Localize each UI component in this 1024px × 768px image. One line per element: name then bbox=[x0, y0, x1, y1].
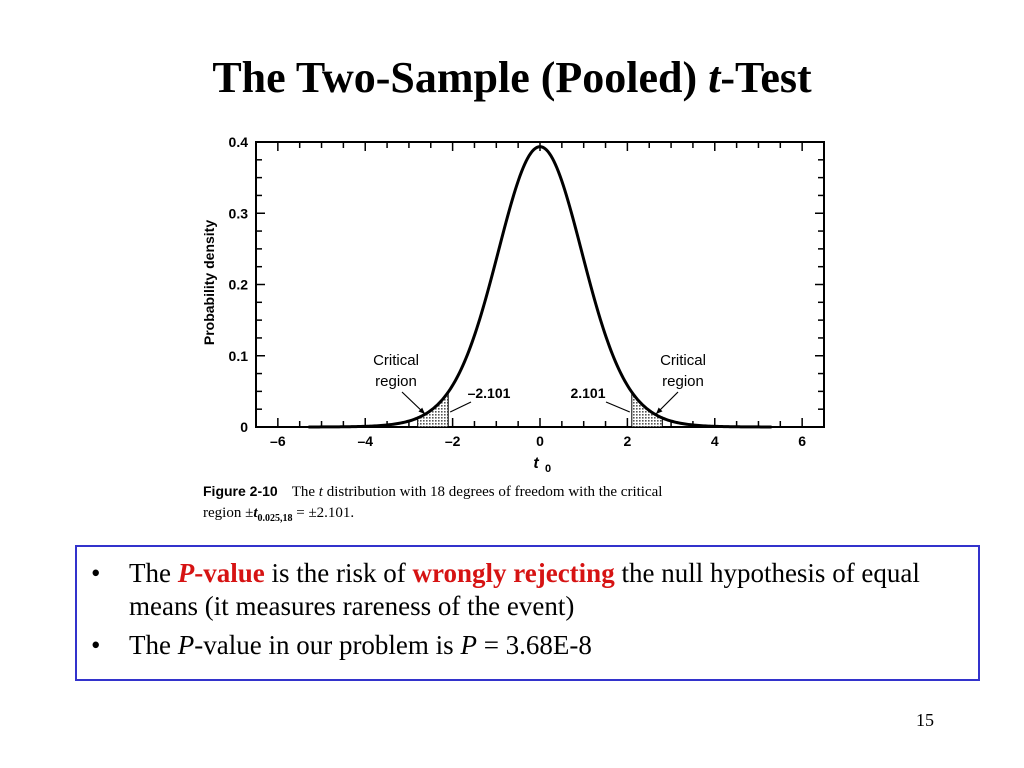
plot-frame bbox=[255, 141, 825, 428]
x-tick-label: 0 bbox=[536, 433, 544, 449]
b1-wrongly-rejecting: wrongly rejecting bbox=[412, 558, 615, 588]
b2-p: P bbox=[177, 630, 195, 660]
b2-the: The bbox=[129, 630, 178, 660]
x-axis-label-subscript: 0 bbox=[545, 463, 551, 475]
b1-dash-value: -value bbox=[194, 558, 265, 588]
x-axis-label: t bbox=[533, 455, 539, 472]
left-region-label-line2: region bbox=[375, 373, 417, 390]
bullet-list: • The P-value is the risk of wrongly reje… bbox=[77, 547, 978, 662]
caption-subscript: 0.025,18 bbox=[257, 513, 293, 524]
right-critical-value-label: 2.101 bbox=[570, 385, 605, 401]
b1-the: The bbox=[129, 558, 178, 588]
right-critical-value-pointer bbox=[605, 401, 631, 413]
bullet-item-p-value-definition: • The P-value is the risk of wrongly reje… bbox=[77, 557, 966, 623]
title-main: The Two-Sample (Pooled) bbox=[212, 53, 709, 102]
x-tick-label: –2 bbox=[445, 433, 461, 449]
y-tick-label: 0.1 bbox=[229, 348, 249, 364]
slide-title: The Two-Sample (Pooled) t-Test bbox=[0, 52, 1024, 105]
b1-p: P bbox=[177, 558, 195, 588]
y-axis-label: Probability density bbox=[201, 220, 217, 345]
bullet-item-p-value-result: • The P-value in our problem is P = 3.68E… bbox=[77, 629, 966, 662]
b1-mid: is the risk of bbox=[264, 558, 413, 588]
right-region-arrow-head bbox=[656, 407, 663, 414]
b2-mid: -value in our problem is bbox=[194, 630, 461, 660]
x-tick-label: 2 bbox=[623, 433, 631, 449]
b1-tail: the null hypothesis of equal means (it m… bbox=[129, 558, 920, 621]
y-tick-label: 0.2 bbox=[229, 277, 249, 293]
x-tick-label: –6 bbox=[270, 433, 286, 449]
y-tick-label: 0.4 bbox=[229, 134, 249, 150]
x-tick-label: –4 bbox=[357, 433, 373, 449]
y-tick-label: 0 bbox=[240, 419, 248, 435]
caption-text-2: distribution with 18 degrees of freedom … bbox=[322, 484, 663, 500]
caption-text-4: = ±2.101. bbox=[292, 505, 355, 521]
bullet-marker: • bbox=[91, 558, 101, 588]
x-tick-label: 6 bbox=[798, 433, 806, 449]
title-tail: -Test bbox=[720, 53, 812, 102]
right-region-label-line2: region bbox=[662, 373, 704, 390]
t-distribution-curve bbox=[308, 145, 772, 429]
figure-label: Figure 2-10 bbox=[203, 483, 278, 499]
caption-t-variable-2: t bbox=[253, 505, 258, 521]
caption-text-3: region ± bbox=[203, 505, 254, 521]
caption-t-variable: t bbox=[318, 484, 323, 500]
left-region-label-line1: Critical bbox=[373, 352, 419, 369]
figure-caption: Figure 2-10 The t distribution with 18 de… bbox=[203, 481, 843, 529]
bullet-box: • The P-value is the risk of wrongly reje… bbox=[75, 545, 980, 681]
bullet-marker: • bbox=[91, 630, 101, 660]
caption-text-1: The bbox=[291, 484, 319, 500]
t-distribution-chart: –6 –4 –2 0 2 4 6 0 0.1 0.2 0.3 0.4 Probability densi… bbox=[201, 134, 825, 475]
b2-p2: P bbox=[460, 630, 477, 660]
b2-eq: = 3.68E-8 bbox=[476, 630, 592, 660]
page-number: 15 bbox=[916, 710, 934, 730]
left-region-arrow-head bbox=[418, 407, 425, 414]
y-tick-label: 0.3 bbox=[229, 205, 249, 221]
title-t-variable: t bbox=[708, 53, 721, 102]
x-tick-label: 4 bbox=[711, 433, 719, 449]
left-critical-value-pointer bbox=[449, 401, 472, 413]
left-critical-value-label: –2.101 bbox=[468, 385, 511, 401]
right-region-label-line1: Critical bbox=[660, 352, 706, 369]
